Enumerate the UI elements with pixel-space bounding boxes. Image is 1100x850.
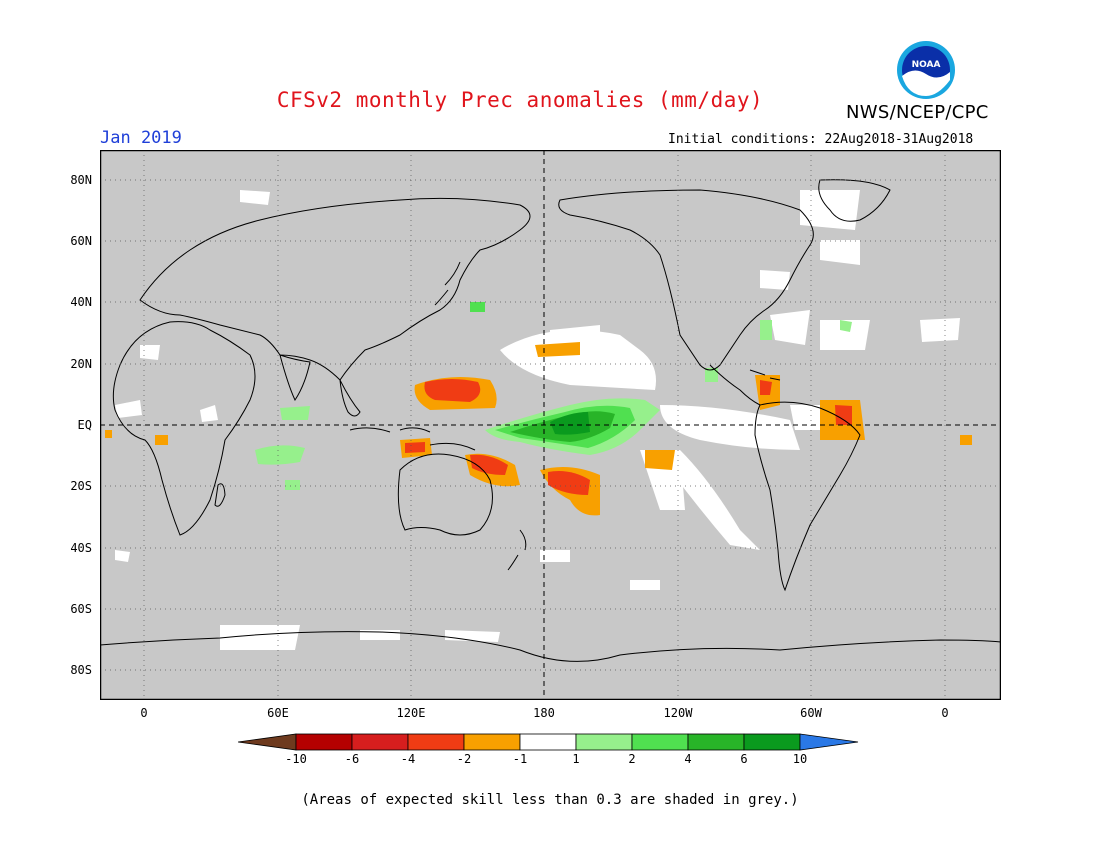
colorbar-tick-label: 6 [740,752,748,766]
title-text: CFSv2 monthly Prec anomalies (mm/day) [276,88,764,112]
lon-label-0-east: 0 [941,706,949,720]
lat-label-80s: 80S [70,663,92,677]
colorbar-high-extension [799,733,859,751]
colorbar-tick-label: 1 [572,752,580,766]
month-label: Jan 2019 [100,128,182,148]
lat-label-60n: 60N [70,234,92,248]
color-scale-bar [238,733,859,751]
lat-label-40n: 40N [70,295,92,309]
lat-label-80n: 80N [70,173,92,187]
colorbar-tick-label: -1 [512,752,528,766]
lon-label-60w: 60W [800,706,822,720]
noaa-logo: NOAA [896,40,956,100]
colorbar-swatch [295,733,353,751]
chart-title: CFSv2 monthly Prec anomalies (mm/day) [0,88,1100,112]
colorbar-swatch [519,733,577,751]
coastlines [100,179,1001,662]
colorbar-swatch [743,733,801,751]
colorbar-tick-label: -2 [456,752,472,766]
colorbar-swatch [631,733,689,751]
colorbar-swatch [351,733,409,751]
colorbar-tick-label: 10 [792,752,808,766]
colorbar-low-extension [238,733,297,751]
lon-label-120w: 120W [663,706,693,720]
colorbar-swatch [575,733,633,751]
dry-anomalies [105,342,972,516]
colorbar-tick-label: -4 [400,752,416,766]
agency-label: NWS/NCEP/CPC [846,102,989,123]
logo-text: NOAA [912,60,941,70]
colorbar-tick-label: -10 [285,752,307,766]
lat-label-60s: 60S [70,602,92,616]
colorbar-swatch [687,733,745,751]
skill-footnote: (Areas of expected skill less than 0.3 a… [301,792,799,808]
colorbar-tick-label: 2 [628,752,636,766]
colorbar-tick-label: 4 [684,752,692,766]
initial-conditions-label: Initial conditions: 22Aug2018-31Aug2018 [668,132,974,147]
lon-label-180: 180 [533,706,555,720]
precipitation-anomaly-map [100,150,1001,700]
lat-label-eq: EQ [77,418,92,432]
lat-label-40s: 40S [70,541,92,555]
lon-label-0-west: 0 [140,706,148,720]
map-frame [100,150,1001,700]
lat-label-20s: 20S [70,479,92,493]
colorbar-tick-label: -6 [344,752,360,766]
lon-label-60e: 60E [267,706,289,720]
white-patches [115,190,960,650]
colorbar-swatch [407,733,465,751]
lat-label-20n: 20N [70,357,92,371]
wet-anomalies [255,302,852,490]
colorbar-swatch [463,733,521,751]
lon-label-120e: 120E [396,706,426,720]
